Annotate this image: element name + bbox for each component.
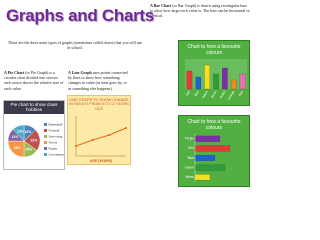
bar xyxy=(186,70,193,90)
legend-swatch xyxy=(44,153,47,156)
bar xyxy=(194,155,216,161)
category-label: Purple xyxy=(185,137,194,141)
value-label: 22% xyxy=(31,138,38,142)
legend-entry: Gymnastics xyxy=(49,152,65,156)
legend-swatch xyxy=(44,135,47,138)
data-point xyxy=(91,139,94,141)
category-label: Yellow xyxy=(201,89,209,99)
data-point xyxy=(108,134,111,136)
legend-entry: Swimming xyxy=(49,134,63,138)
category-label: Red xyxy=(188,146,194,150)
bar xyxy=(195,76,202,90)
chart-title: Chart to how a favourite colours xyxy=(187,119,241,131)
category-label: Red xyxy=(185,90,191,97)
value-label: 12% xyxy=(17,130,24,134)
x-axis-label: AGE (YEARS) xyxy=(90,159,112,163)
definition: (or Bar Graph) is drawn using rectangula… xyxy=(150,3,250,19)
bar xyxy=(194,135,221,142)
page-title: Graphs and Charts xyxy=(6,6,154,25)
bar xyxy=(222,67,228,90)
legend-swatch xyxy=(44,141,47,144)
bar xyxy=(230,79,237,90)
bar-chart: Red Blue Yellow Green Purple Orange Pink xyxy=(185,59,247,101)
term: A Bar Chart xyxy=(150,3,172,8)
line-chart: AGE (YEARS) xyxy=(75,116,127,163)
data-point xyxy=(125,127,127,129)
legend-entry: Football xyxy=(49,128,60,132)
line-description: A Line Graph uses points connected by li… xyxy=(68,70,130,91)
legend-swatch xyxy=(44,147,47,150)
bar-description: A Bar Chart (or Bar Graph) is drawn usin… xyxy=(150,3,250,19)
value-label: 15% xyxy=(25,148,32,152)
bar-panel: Chart to how a favourite colours Red Blue… xyxy=(178,40,250,106)
value-label: 25% xyxy=(14,146,21,150)
poster: Graphs and Charts These are the three ma… xyxy=(3,3,250,187)
chart-title: Chart to how a favourite colours xyxy=(187,44,241,56)
pie-description: A Pie Chart (or Pie Graph) is a circular… xyxy=(4,70,64,91)
legend-entry: Tennis xyxy=(49,140,58,144)
category-label: Purple xyxy=(219,90,227,100)
category-label: Yellow xyxy=(185,175,195,179)
pie-slice xyxy=(12,124,25,142)
definition: uses points connected by lines to show h… xyxy=(68,70,128,91)
chart-title: LINE GRAPH TO SHOW CHANGE IN HEIGHT FROM… xyxy=(69,98,129,111)
legend-swatch xyxy=(44,123,47,126)
category-label: Green xyxy=(210,90,218,100)
definition: (or Pie Graph) is a circular chart divid… xyxy=(4,70,64,91)
category-label: Green xyxy=(185,165,194,169)
chart-title: Pie chart to show class hobbies xyxy=(4,101,64,114)
hbar-chart: Purple Red Blue Green Yellow xyxy=(185,134,231,182)
value-label: 13% xyxy=(11,135,18,139)
pie-chart: 13% Basketball 22% Football 15% Swimming 25% Te… xyxy=(7,122,65,158)
term: A Line Graph xyxy=(68,70,92,75)
bar xyxy=(213,73,219,90)
legend-entry: Basketball xyxy=(49,122,63,126)
bar xyxy=(194,164,226,171)
legend-swatch xyxy=(44,129,47,132)
legend-entry: Rugby xyxy=(49,146,58,150)
bar xyxy=(204,64,210,90)
value-label: 13% xyxy=(25,130,32,134)
bar xyxy=(194,145,231,152)
line-panel: LINE GRAPH TO SHOW CHANGE IN HEIGHT FROM… xyxy=(67,95,131,165)
bar xyxy=(239,73,246,90)
category-label: Blue xyxy=(193,90,200,97)
category-label: Orange xyxy=(227,90,236,101)
category-label: Pink xyxy=(238,89,245,96)
pie-panel: Pie chart to show class hobbies 13% Baske… xyxy=(3,100,65,170)
intro-text: These are the three main types of graphs… xyxy=(7,40,143,51)
bar xyxy=(194,174,211,181)
category-label: Blue xyxy=(188,156,195,160)
data-point xyxy=(75,145,77,147)
line-series xyxy=(75,127,127,147)
term: A Pie Chart xyxy=(4,70,25,75)
hbar-panel: Chart to how a favourite colours Purple R… xyxy=(178,115,250,187)
